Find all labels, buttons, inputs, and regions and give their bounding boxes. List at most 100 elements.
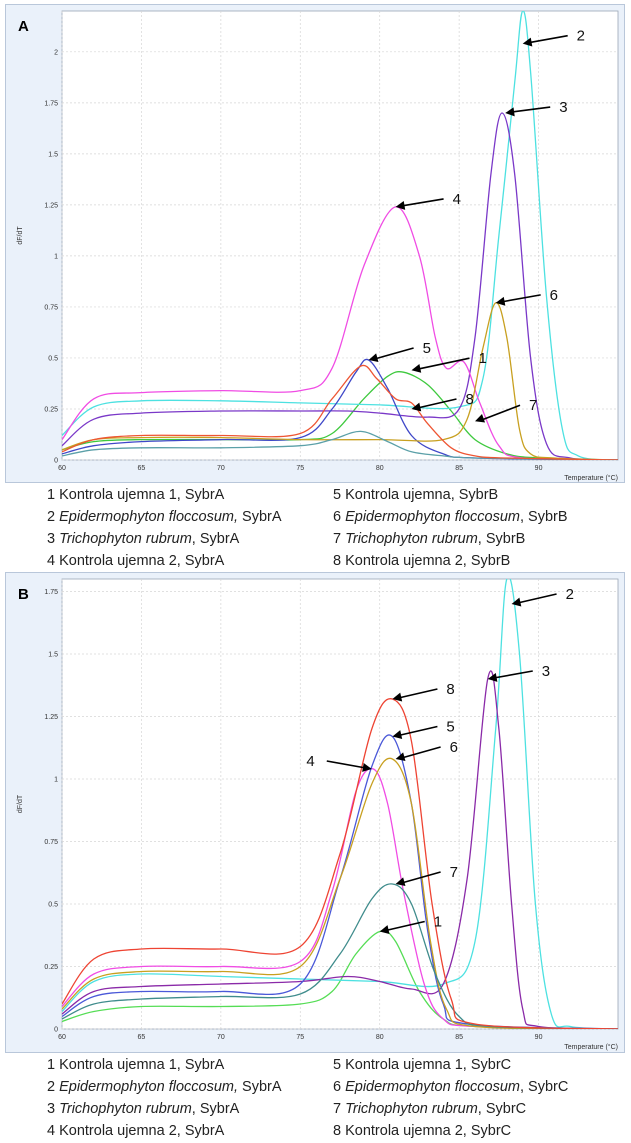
x-tick-label: 70 xyxy=(217,1034,225,1041)
legend-species: Trichophyton rubrum xyxy=(59,1101,192,1117)
legend-number: 4 xyxy=(47,1123,60,1139)
callout-label-2: 2 xyxy=(577,28,585,45)
callout-arrowhead xyxy=(379,925,390,934)
callout-arrowhead xyxy=(522,37,533,47)
series-line-7 xyxy=(62,430,618,460)
callout-label-3: 3 xyxy=(542,663,550,680)
y-tick-label: 2 xyxy=(54,49,58,56)
callout-arrow-line xyxy=(517,593,557,604)
x-tick-label: 60 xyxy=(58,1034,66,1041)
callout-arrow-line xyxy=(480,404,521,421)
legend-suffix: , SybrB xyxy=(450,487,499,503)
callout-arrow-line xyxy=(417,398,457,409)
series-group xyxy=(62,579,618,1029)
legend-suffix: , SybrA xyxy=(176,1057,225,1073)
legend-species: Epidermophyton floccosum xyxy=(345,1079,520,1095)
x-tick-label: 60 xyxy=(58,465,66,472)
y-tick-label: 0.25 xyxy=(44,964,58,971)
legend-text: Kontrola ujemna 2 xyxy=(59,553,177,569)
legend-number: 6 xyxy=(333,509,346,525)
legend-item-1: 1 Kontrola ujemna 1, SybrA xyxy=(47,486,224,504)
callout-arrowhead xyxy=(368,353,379,363)
callout-arrowhead xyxy=(411,363,422,373)
y-tick-label: 0 xyxy=(54,1027,58,1034)
legend-item-7: 7 Trichophyton rubrum, SybrC xyxy=(333,1100,526,1118)
series-line-5 xyxy=(62,734,618,1029)
callout-arrow-line xyxy=(417,357,470,370)
legend-a: 1 Kontrola ujemna 1, SybrA 2 Epidermophyt… xyxy=(0,483,631,571)
legend-text: Kontrola ujemna 1 xyxy=(59,487,177,503)
series-line-8 xyxy=(62,364,618,460)
callout-arrow-line xyxy=(326,760,366,769)
x-axis-label: Temperature (°C) xyxy=(564,474,618,482)
callout-arrow-line xyxy=(398,688,438,699)
legend-b: 1 Kontrola ujemna 1, SybrA 2 Epidermophyt… xyxy=(0,1053,631,1141)
series-line-6 xyxy=(62,302,618,460)
legend-species: Trichophyton rubrum xyxy=(345,531,478,547)
legend-item-7: 7 Trichophyton rubrum, SybrB xyxy=(333,530,525,548)
legend-number: 1 xyxy=(47,1057,60,1073)
x-tick-label: 65 xyxy=(138,1034,146,1041)
y-tick-label: 1.75 xyxy=(44,589,58,596)
callout-arrow-line xyxy=(401,198,444,207)
legend-item-1: 1 Kontrola ujemna 1, SybrA xyxy=(47,1056,224,1074)
legend-number: 5 xyxy=(333,487,346,503)
callout-arrow-line xyxy=(493,670,533,679)
callout-label-4: 4 xyxy=(453,191,461,208)
callout-arrowhead xyxy=(392,730,403,739)
x-tick-label: 75 xyxy=(296,1034,304,1041)
legend-suffix: , SybrC xyxy=(462,1123,512,1139)
y-tick-label: 1 xyxy=(54,253,58,260)
legend-number: 7 xyxy=(333,1101,346,1117)
callout-arrowhead xyxy=(511,597,522,607)
x-tick-label: 75 xyxy=(296,465,304,472)
annotation-group: 1 2 3 4 5 6 7 8 xyxy=(368,28,585,423)
legend-number: 8 xyxy=(333,553,346,569)
legend-text: Kontrola ujemna 1 xyxy=(345,1057,463,1073)
y-tick-label: 1 xyxy=(54,777,58,784)
callout-arrowhead xyxy=(395,201,406,210)
y-tick-label: 1.25 xyxy=(44,714,58,721)
x-tick-label: 80 xyxy=(376,465,384,472)
callout-arrowhead xyxy=(505,107,515,117)
legend-suffix: , SybrA xyxy=(176,1123,225,1139)
plot-area xyxy=(61,10,619,461)
legend-suffix: , SybrA xyxy=(191,1101,240,1117)
panel-letter: B xyxy=(18,586,29,603)
y-tick-label: 0.5 xyxy=(48,355,58,362)
callout-label-3: 3 xyxy=(559,99,567,116)
x-tick-label: 85 xyxy=(455,1034,463,1041)
y-tick-label: 1.25 xyxy=(44,202,58,209)
series-line-7 xyxy=(62,883,618,1029)
y-tick-label: 0.75 xyxy=(44,304,58,311)
legend-suffix: , SybrA xyxy=(191,531,240,547)
legend-number: 3 xyxy=(47,1101,60,1117)
chart-b-svg: B60 65 70 75 80 85 9000.250.50.7511.251.51.75d… xyxy=(17,578,619,1051)
y-tick-label: 0 xyxy=(54,458,58,465)
legend-item-2: 2 Epidermophyton floccosum, SybrA xyxy=(47,1078,282,1096)
legend-number: 2 xyxy=(47,1079,60,1095)
callout-arrowhead xyxy=(495,296,506,306)
legend-suffix: SybrA xyxy=(238,509,282,525)
x-tick-label: 90 xyxy=(535,1034,543,1041)
y-axis-label: dF/dT xyxy=(17,794,24,813)
callout-arrowhead xyxy=(475,413,486,423)
callout-arrowhead xyxy=(392,692,403,702)
callout-label-6: 6 xyxy=(450,739,458,756)
callout-arrow-line xyxy=(501,294,541,303)
legend-item-6: 6 Epidermophyton floccosum, SybrC xyxy=(333,1078,568,1096)
legend-species: Epidermophyton floccosum xyxy=(345,509,520,525)
legend-suffix: , SybrC xyxy=(462,1057,512,1073)
legend-text: Kontrola ujemna 1 xyxy=(59,1057,177,1073)
legend-number: 2 xyxy=(47,509,60,525)
legend-suffix: , SybrA xyxy=(176,487,225,503)
series-line-4 xyxy=(62,767,618,1029)
legend-suffix: , SybrB xyxy=(520,509,568,525)
callout-label-8: 8 xyxy=(465,391,473,408)
callout-label-1: 1 xyxy=(434,914,442,931)
legend-suffix: , SybrA xyxy=(176,553,225,569)
callout-label-8: 8 xyxy=(446,681,454,698)
callout-arrow-line xyxy=(401,746,441,759)
callout-arrow-line xyxy=(528,34,568,44)
legend-item-2: 2 Epidermophyton floccosum, SybrA xyxy=(47,508,282,526)
